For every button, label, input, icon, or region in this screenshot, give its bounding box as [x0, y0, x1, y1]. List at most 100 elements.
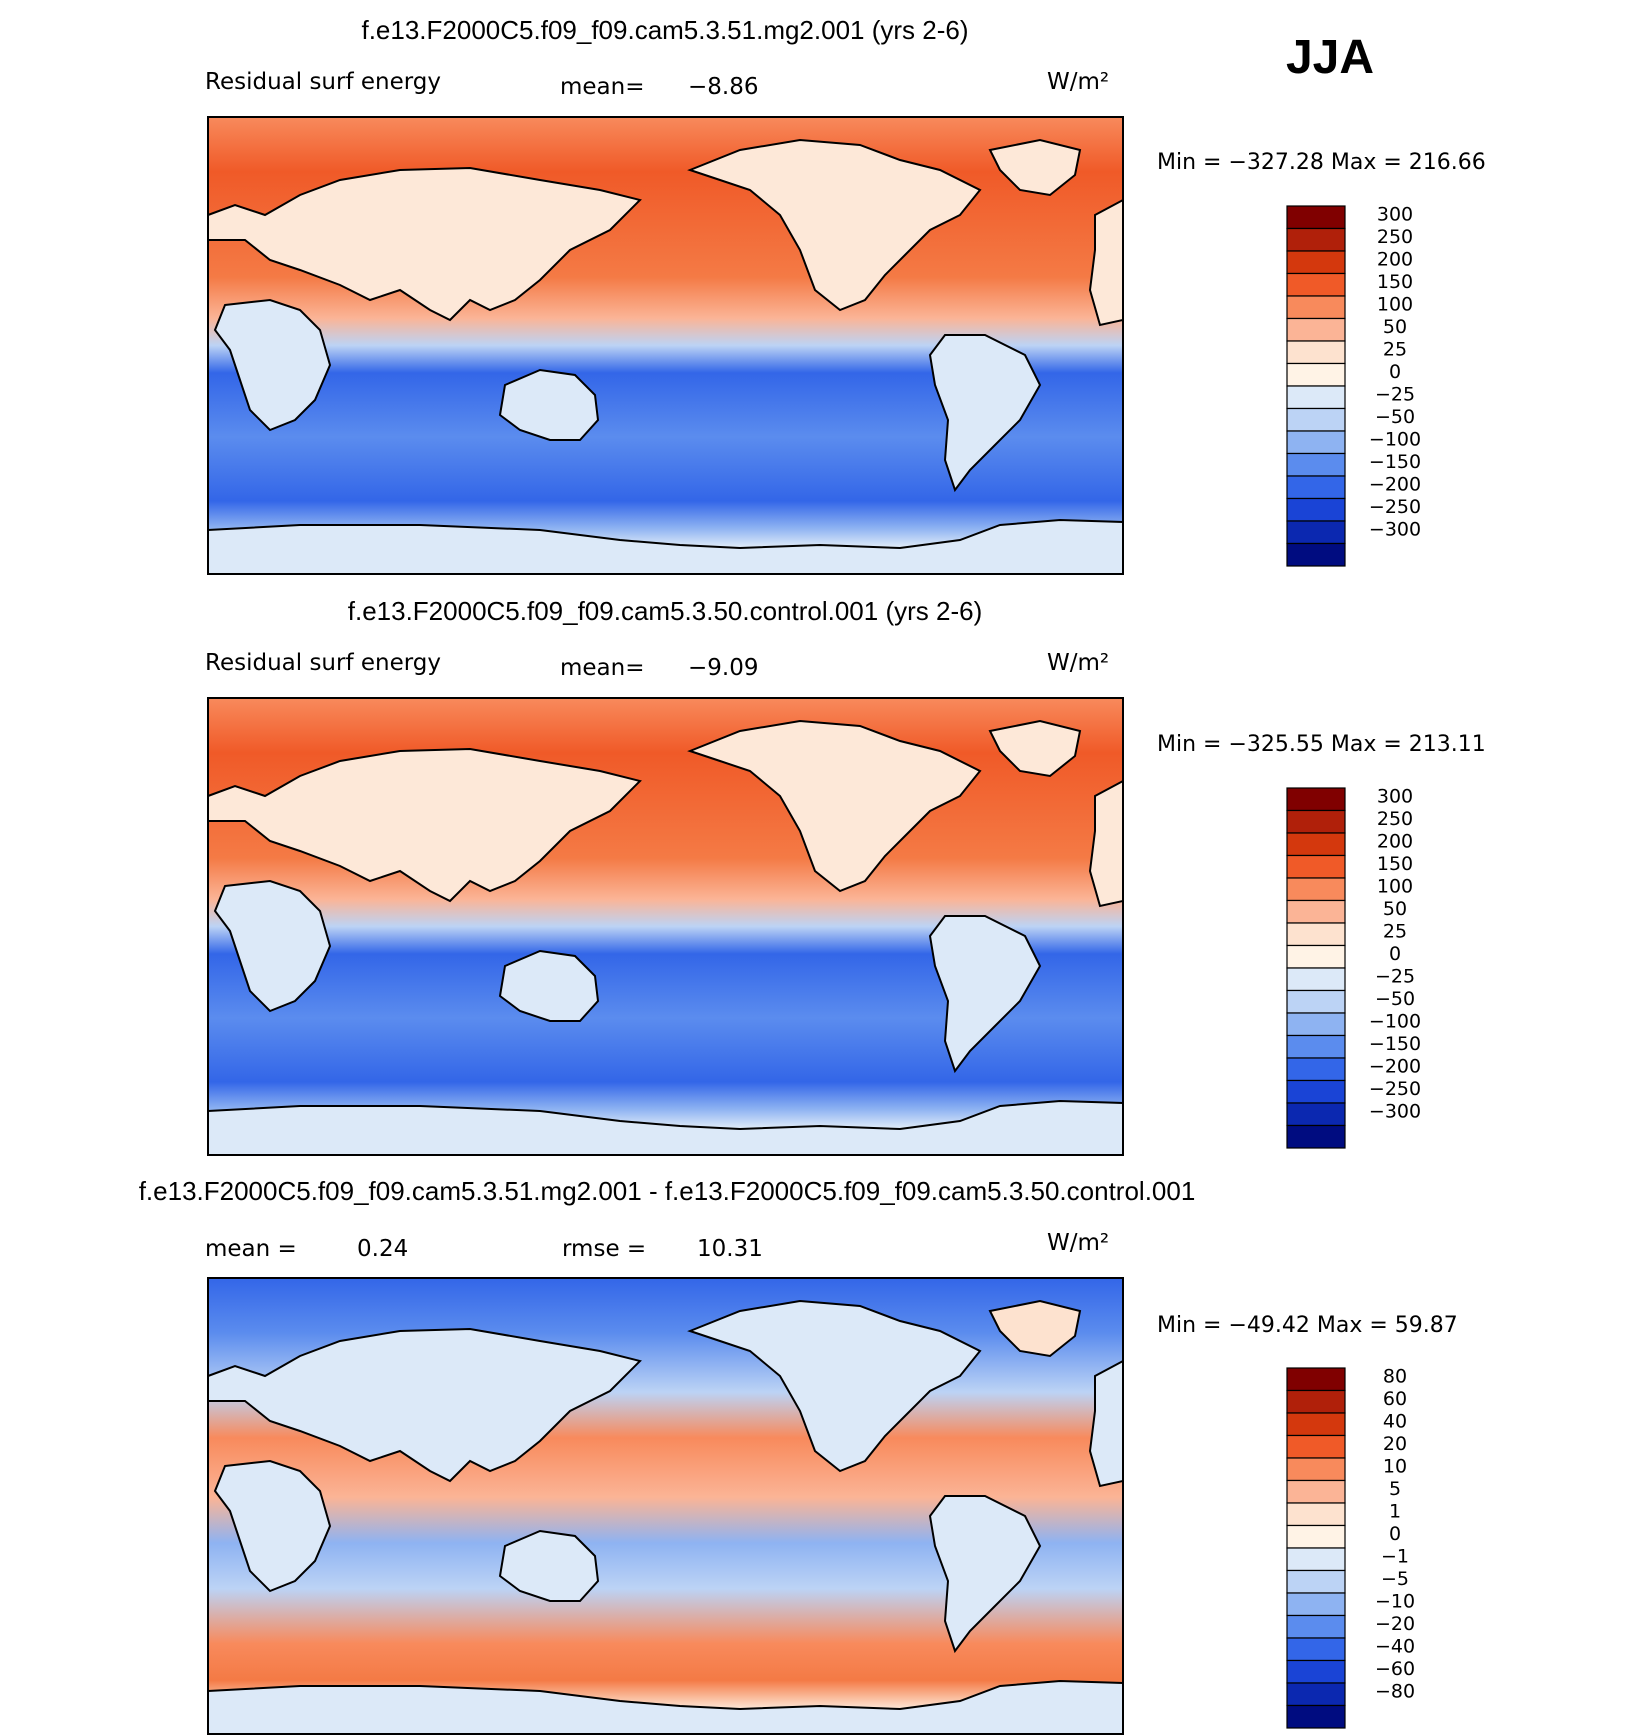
- land-australia: [498, 368, 600, 441]
- colorbar-tick-label: 100: [1377, 876, 1413, 898]
- colorbar-tick-label: 150: [1377, 271, 1413, 293]
- colorbar-swatch: [1286, 787, 1346, 812]
- land-greenland: [988, 1299, 1082, 1358]
- map: [207, 116, 1124, 575]
- colorbar: 30025020015010050250−25−50−100−150−200−2…: [1286, 204, 1421, 567]
- colorbar-swatch: [1286, 272, 1346, 297]
- colorbar-tick-label: 300: [1377, 786, 1413, 808]
- land-australia: [498, 1529, 600, 1602]
- colorbar-tick-label: −100: [1369, 429, 1421, 451]
- colorbar-tick-label: 100: [1377, 294, 1413, 316]
- colorbar-swatch: [1286, 475, 1346, 500]
- colorbar-swatch: [1286, 1102, 1346, 1127]
- colorbar-swatch: [1286, 1592, 1346, 1617]
- minmax-label: Min = −327.28 Max = 216.66: [1157, 150, 1486, 175]
- colorbar-swatch: [1286, 1569, 1346, 1594]
- colorbar-swatch: [1286, 317, 1346, 342]
- land-greenland: [988, 138, 1082, 197]
- colorbar-swatch: [1286, 407, 1346, 432]
- units-label: W/m²: [1047, 69, 1109, 95]
- variable-label: Residual surf energy: [205, 650, 441, 676]
- colorbar-tick-label: 250: [1377, 808, 1413, 830]
- colorbar-swatch: [1286, 295, 1346, 320]
- stat-right-value: 10.31: [697, 1236, 763, 1262]
- colorbar-tick-label: −25: [1375, 966, 1415, 988]
- colorbar-tick-label: −300: [1369, 519, 1421, 541]
- map: [207, 697, 1124, 1156]
- land-south-america: [928, 1495, 1042, 1654]
- colorbar-swatch: [1286, 1479, 1346, 1504]
- colorbar-swatch: [1286, 809, 1346, 834]
- colorbar-tick-label: 40: [1383, 1411, 1407, 1433]
- colorbar-tick-label: −60: [1375, 1658, 1415, 1680]
- stat-right-value: −8.86: [688, 74, 758, 100]
- colorbar-swatch: [1286, 1034, 1346, 1059]
- stat-right-value: −9.09: [688, 655, 758, 681]
- map-frame: [207, 116, 1124, 575]
- colorbar-swatch: [1286, 1637, 1346, 1662]
- colorbar-swatch: [1286, 362, 1346, 387]
- colorbar-tick-label: 200: [1377, 831, 1413, 853]
- land-greenland: [988, 719, 1082, 778]
- map: [207, 1277, 1124, 1735]
- colorbar-swatch: [1286, 250, 1346, 275]
- season-label: JJA: [1286, 31, 1374, 84]
- colorbar-tick-label: 0: [1389, 1523, 1401, 1545]
- colorbar-swatch: [1286, 1057, 1346, 1082]
- colorbar-tick-label: 10: [1383, 1456, 1407, 1478]
- colorbar-swatch: [1286, 1502, 1346, 1527]
- colorbar-tick-label: 0: [1389, 361, 1401, 383]
- colorbar-swatch: [1286, 989, 1346, 1014]
- land-eurasia: [207, 747, 642, 903]
- colorbar-swatch: [1286, 1704, 1346, 1729]
- panel-control: f.e13.F2000C5.f09_f09.cam5.3.50.control.…: [205, 596, 1486, 1156]
- colorbar-swatch: [1286, 227, 1346, 252]
- colorbar-swatch: [1286, 1079, 1346, 1104]
- colorbar-swatch: [1286, 877, 1346, 902]
- colorbar-tick-label: 0: [1389, 943, 1401, 965]
- colorbar-swatch: [1286, 1412, 1346, 1437]
- colorbar-swatch: [1286, 832, 1346, 857]
- stat-right-label: rmse =: [562, 1236, 646, 1262]
- colorbar-swatch: [1286, 1547, 1346, 1572]
- colorbar-tick-label: 250: [1377, 226, 1413, 248]
- colorbar-tick-label: 20: [1383, 1433, 1407, 1455]
- colorbar-swatch: [1286, 1012, 1346, 1037]
- colorbar-tick-label: 5: [1389, 1478, 1401, 1500]
- map-frame: [207, 697, 1124, 1156]
- colorbar-swatch: [1286, 1659, 1346, 1684]
- stat-right-label: mean=: [560, 655, 645, 681]
- colorbar-tick-label: 50: [1383, 316, 1407, 338]
- units-label: W/m²: [1047, 1230, 1109, 1256]
- colorbar-swatch: [1286, 1434, 1346, 1459]
- land-africa: [213, 1459, 332, 1593]
- land-europe-east: [1088, 198, 1124, 327]
- colorbar-swatch: [1286, 944, 1346, 969]
- land-north-america: [687, 138, 982, 312]
- colorbar-swatch: [1286, 542, 1346, 567]
- minmax-label: Min = −49.42 Max = 59.87: [1157, 1313, 1458, 1338]
- colorbar-tick-label: −80: [1375, 1681, 1415, 1703]
- colorbar-tick-label: 50: [1383, 898, 1407, 920]
- land-africa: [213, 879, 332, 1013]
- colorbar-swatch: [1286, 452, 1346, 477]
- land-south-america: [928, 334, 1042, 493]
- colorbar-tick-label: −50: [1375, 988, 1415, 1010]
- colorbar-tick-label: −200: [1369, 1056, 1421, 1078]
- land-eurasia: [207, 166, 642, 322]
- colorbar-swatch: [1286, 1367, 1346, 1392]
- land-europe-east: [1088, 1359, 1124, 1488]
- colorbar-swatch: [1286, 899, 1346, 924]
- colorbar-swatch: [1286, 1457, 1346, 1482]
- colorbar-swatch: [1286, 1614, 1346, 1639]
- panel-mg2: f.e13.F2000C5.f09_f09.cam5.3.51.mg2.001 …: [205, 15, 1486, 575]
- colorbar-tick-label: −300: [1369, 1101, 1421, 1123]
- colorbar-swatch: [1286, 922, 1346, 947]
- minmax-label: Min = −325.55 Max = 213.11: [1157, 732, 1486, 757]
- colorbar-tick-label: 25: [1383, 339, 1407, 361]
- colorbar-swatch: [1286, 1682, 1346, 1707]
- panel-title: f.e13.F2000C5.f09_f09.cam5.3.51.mg2.001 …: [361, 15, 968, 45]
- land-south-america: [928, 915, 1042, 1074]
